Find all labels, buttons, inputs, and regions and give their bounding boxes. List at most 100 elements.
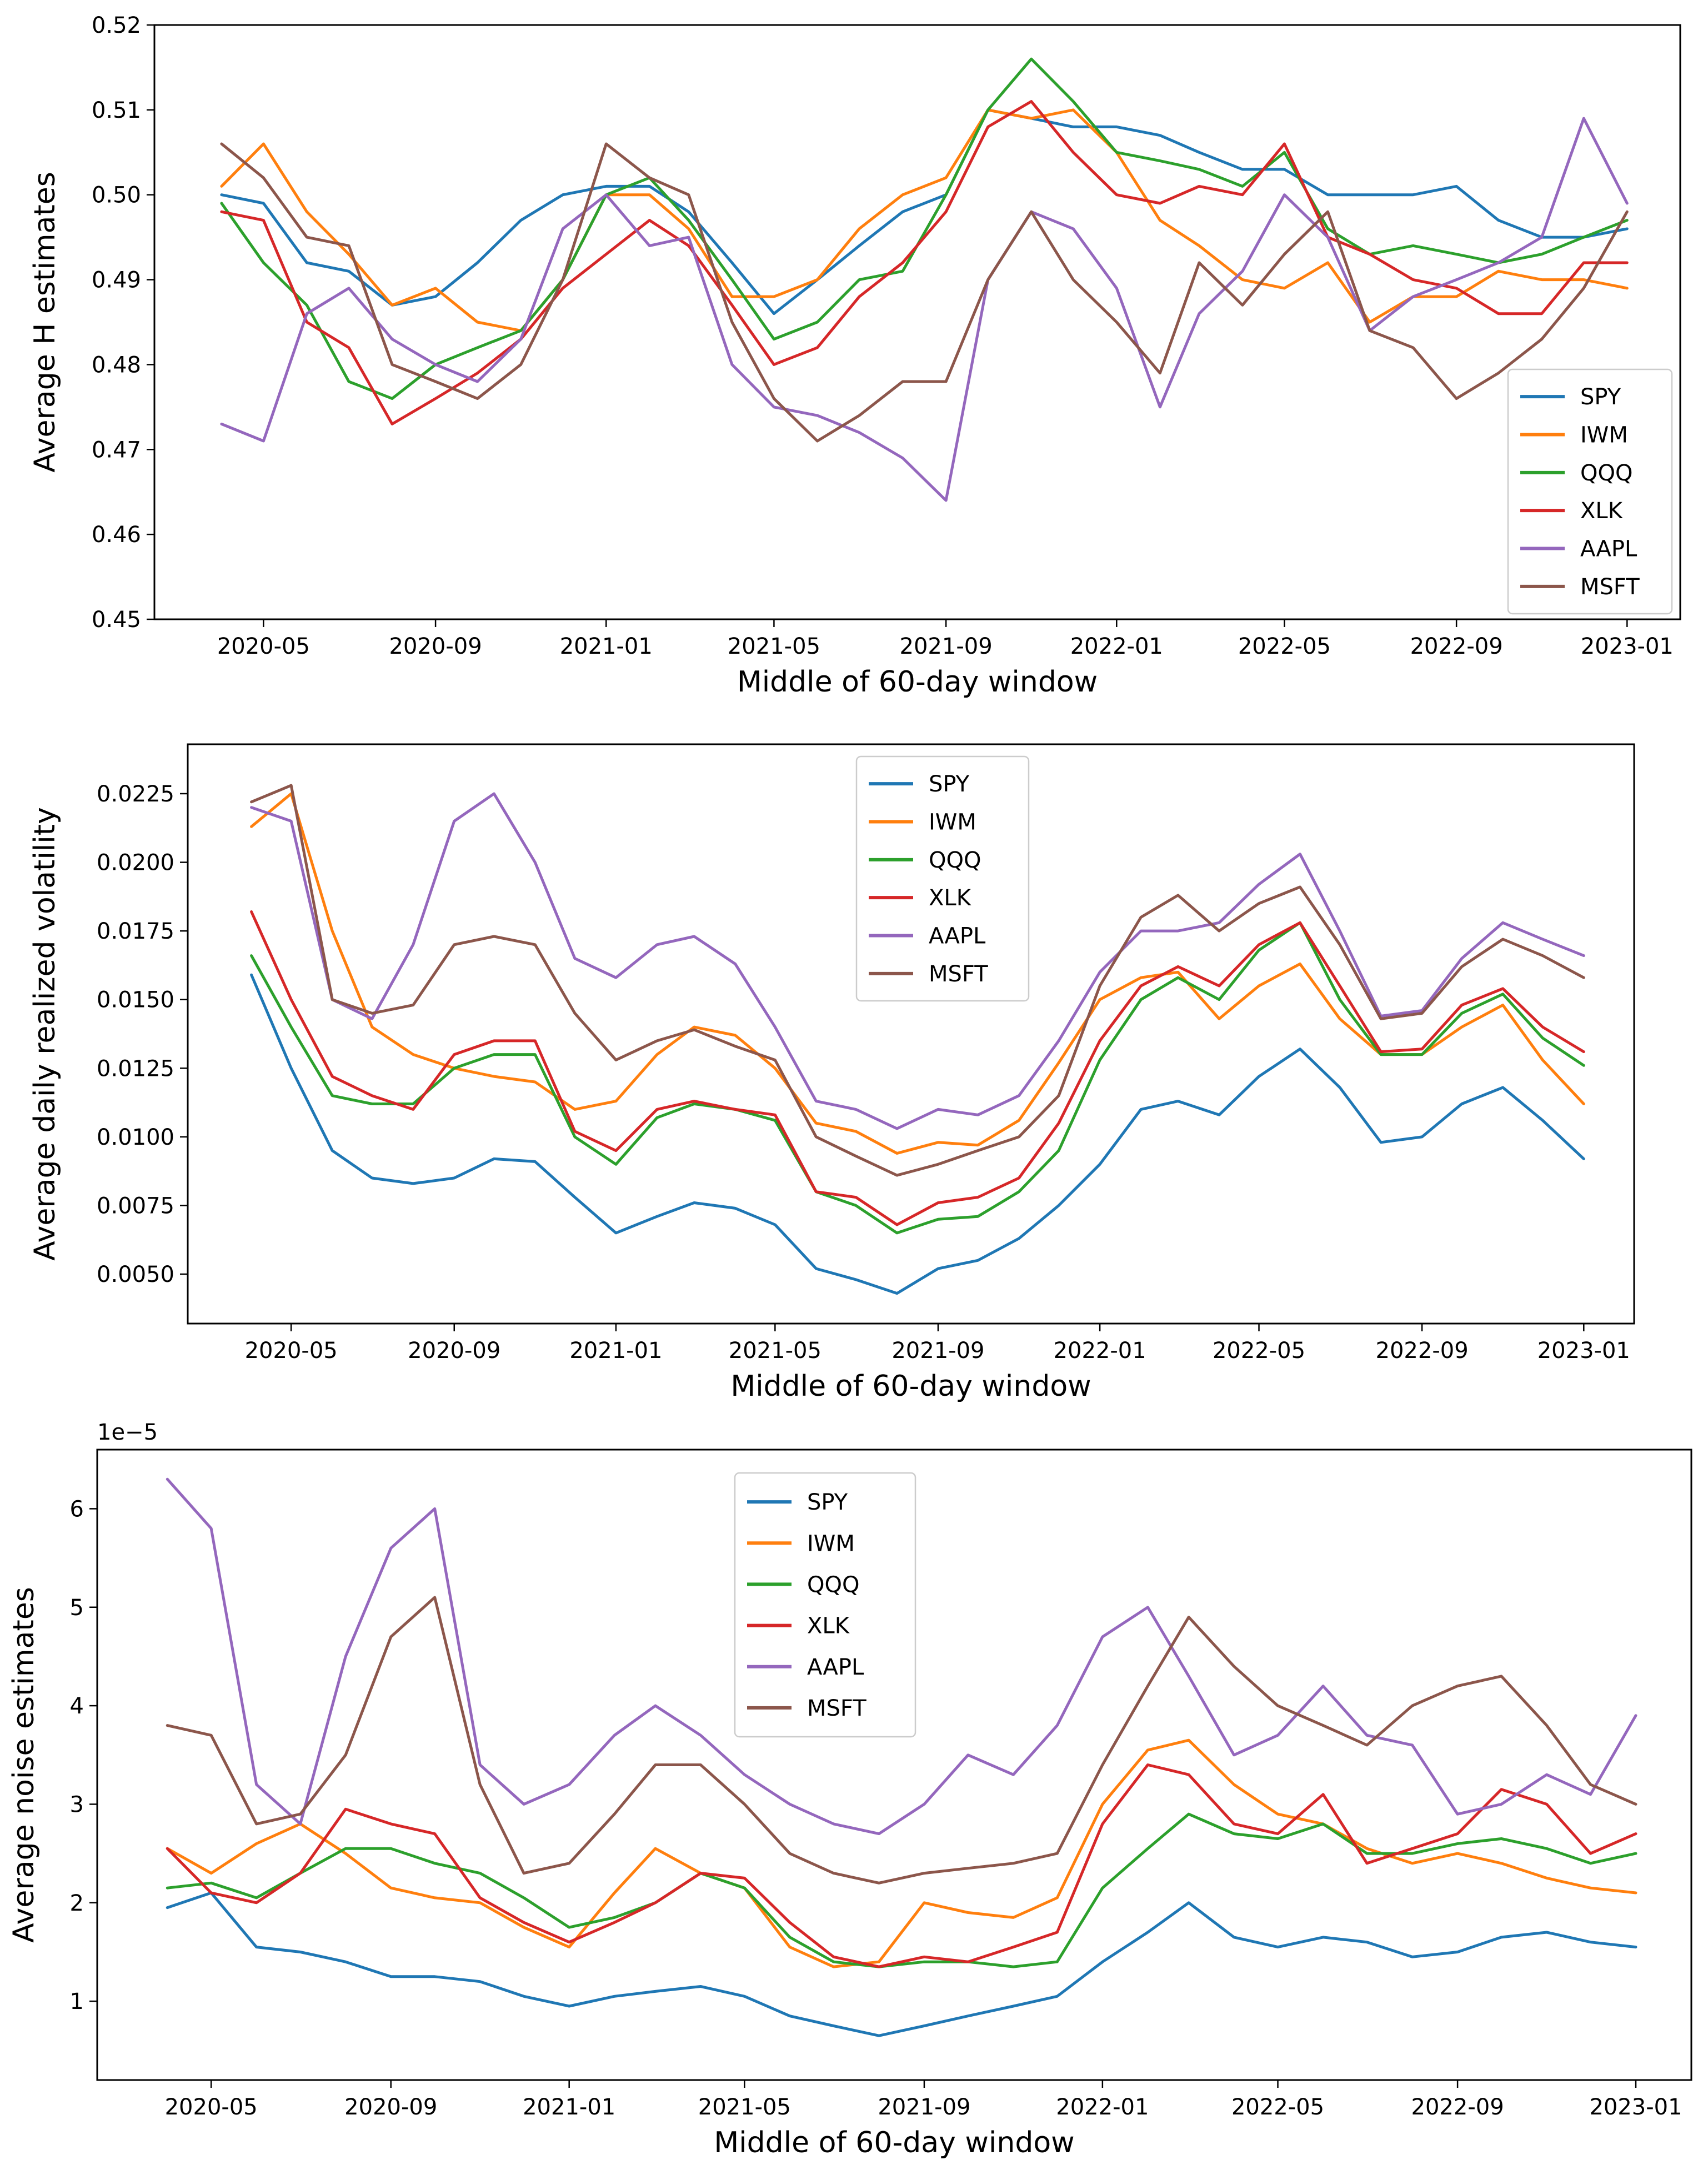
x-tick-label: 2020-05: [165, 2094, 258, 2120]
x-tick-label: 2022-05: [1238, 634, 1331, 659]
y-tick-label: 0.0200: [97, 850, 174, 876]
x-tick-label: 2022-01: [1054, 1338, 1146, 1364]
x-tick-label: 2021-05: [728, 634, 820, 659]
noise-estimates-chart: 2020-05 2020-09 2021-01 2021-05 2021-09 2022-…: [7, 1420, 1692, 2159]
legend-label-aapl: AAPL: [807, 1655, 864, 1680]
x-tick-label: 2020-09: [408, 1338, 500, 1364]
y-tick-label: 4: [70, 1693, 84, 1719]
series-lines: [166, 1477, 1637, 2037]
legend-label-qqq: QQQ: [1580, 460, 1632, 486]
y-scale-label: 1e−5: [97, 1420, 158, 1445]
x-tick-label: 2023-01: [1537, 1338, 1630, 1364]
y-tick-label: 0.51: [92, 98, 141, 123]
legend-label-iwm: IWM: [929, 810, 976, 835]
y-tick-label: 0.49: [92, 268, 141, 293]
legend-label-xlk: XLK: [1580, 498, 1624, 524]
y-axis-label: Average daily realized volatility: [28, 807, 62, 1261]
realized-volatility-chart: 2020-05 2020-09 2021-01 2021-05 2021-09 2022-…: [28, 743, 1635, 1403]
legend-box: [734, 1472, 916, 1738]
y-tick-label: 6: [70, 1496, 84, 1522]
legend-label-spy: SPY: [929, 771, 970, 797]
legend-label-iwm: IWM: [807, 1531, 855, 1556]
y-tick-label: 0.46: [92, 522, 141, 548]
series-line-aapl: [166, 1477, 1637, 1836]
legend-label-msft: MSFT: [807, 1696, 866, 1721]
y-tick-label: 0.0225: [97, 781, 174, 807]
legend-label-spy: SPY: [1580, 384, 1621, 410]
legend: SPY IWM QQQ XLK AAPL MSFT: [1507, 368, 1673, 615]
x-tick-label: 2021-05: [729, 1338, 822, 1364]
series-line-qqq: [250, 921, 1585, 1235]
x-tick-label: 2022-05: [1231, 2094, 1324, 2120]
y-tick-label: 0.0075: [97, 1193, 174, 1219]
legend-label-xlk: XLK: [929, 885, 972, 911]
y-tick-label: 3: [70, 1792, 84, 1817]
plot-frame: [187, 743, 1635, 1325]
x-tick-label: 2021-01: [560, 634, 653, 659]
series-line-msft: [220, 142, 1629, 443]
legend-label-aapl: AAPL: [929, 924, 986, 949]
legend-box: [1507, 368, 1673, 615]
x-axis-label: Middle of 60-day window: [730, 1370, 1091, 1403]
series-line-xlk: [166, 1763, 1637, 1968]
y-tick-label: 2: [70, 1891, 84, 1916]
x-axis-label: Middle of 60-day window: [737, 665, 1098, 699]
legend-label-xlk: XLK: [807, 1613, 850, 1639]
x-tick-label: 2022-09: [1376, 1338, 1469, 1364]
series-lines: [220, 57, 1629, 502]
y-tick-label: 1: [70, 1989, 84, 2014]
plot-frame: [153, 24, 1681, 620]
x-tick-label: 2021-09: [900, 634, 993, 659]
y-tick-label: 0.0100: [97, 1125, 174, 1150]
x-tick-label: 2020-05: [245, 1338, 338, 1364]
series-line-spy: [220, 108, 1629, 315]
series-line-msft: [250, 784, 1585, 1177]
y-tick-label: 0.52: [92, 13, 141, 38]
legend: SPY IWM QQQ XLK AAPL MSFT: [734, 1472, 916, 1738]
x-tick-label: 2022-09: [1411, 2094, 1504, 2120]
x-tick-label: 2021-01: [569, 1338, 662, 1364]
x-tick-label: 2020-09: [344, 2094, 437, 2120]
y-axis-label: Average H estimates: [28, 172, 62, 473]
x-tick-label: 2022-05: [1213, 1338, 1305, 1364]
x-tick-label: 2022-01: [1070, 634, 1163, 659]
y-axis-label: Average noise estimates: [7, 1587, 41, 1943]
series-line-qqq: [166, 1812, 1637, 1968]
legend: SPY IWM QQQ XLK AAPL MSFT: [855, 755, 1030, 1002]
x-tick-label: 2021-09: [878, 2094, 970, 2120]
x-tick-label: 2021-09: [891, 1338, 984, 1364]
series-line-spy: [250, 973, 1585, 1295]
y-tick-label: 5: [70, 1595, 84, 1621]
y-tick-label: 0.48: [92, 352, 141, 378]
h-estimates-chart: 2020-05 2020-09 2021-01 2021-05 2021-09 2022-…: [28, 13, 1681, 699]
series-line-iwm: [250, 792, 1585, 1155]
series-line-xlk: [250, 910, 1585, 1226]
legend-label-msft: MSFT: [1580, 574, 1640, 600]
series-line-msft: [166, 1596, 1637, 1885]
x-axis-label: Middle of 60-day window: [714, 2126, 1074, 2159]
x-tick-label: 2023-01: [1581, 634, 1674, 659]
legend-label-spy: SPY: [807, 1490, 848, 1515]
series-lines: [250, 784, 1585, 1295]
series-line-aapl: [250, 792, 1585, 1130]
x-tick-label: 2022-09: [1410, 634, 1503, 659]
y-tick-label: 0.0125: [97, 1056, 174, 1081]
series-line-xlk: [220, 100, 1629, 425]
x-tick-label: 2022-01: [1056, 2094, 1149, 2120]
y-tick-label: 0.0175: [97, 919, 174, 944]
y-tick-label: 0.0150: [97, 988, 174, 1013]
legend-label-msft: MSFT: [929, 961, 988, 987]
x-tick-label: 2021-05: [698, 2094, 791, 2120]
legend-label-qqq: QQQ: [807, 1572, 859, 1597]
x-tick-label: 2023-01: [1589, 2094, 1682, 2120]
y-tick-label: 0.45: [92, 607, 141, 633]
legend-label-aapl: AAPL: [1580, 537, 1637, 562]
series-line-qqq: [220, 57, 1629, 400]
series-line-aapl: [220, 117, 1629, 502]
y-tick-label: 0.0050: [97, 1262, 174, 1287]
x-tick-label: 2020-09: [389, 634, 482, 659]
x-tick-label: 2021-01: [523, 2094, 615, 2120]
y-tick-label: 0.47: [92, 437, 141, 463]
legend-box: [855, 755, 1030, 1002]
